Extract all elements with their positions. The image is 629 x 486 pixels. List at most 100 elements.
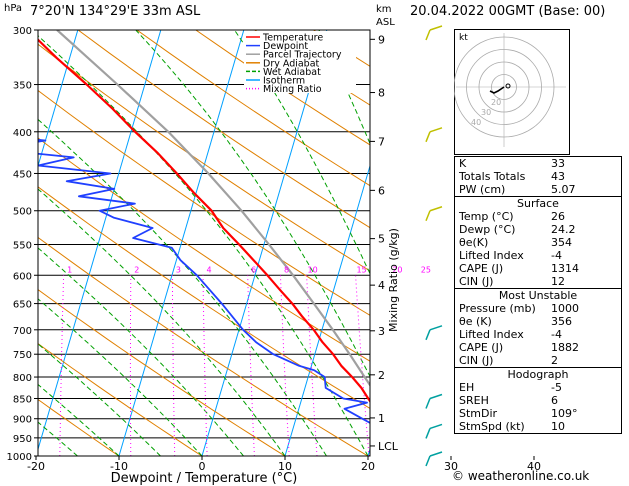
wind-barb: [429, 451, 443, 457]
isotherm-line: [38, 30, 79, 168]
table-row: Totals Totals 43: [455, 170, 621, 183]
mixing-ratio-line: [306, 275, 318, 456]
height-tick-label: LCL: [378, 440, 399, 453]
pressure-tick-label: 400: [13, 128, 32, 139]
wet-adiabat-line: [38, 383, 120, 456]
mixing-ratio-label: 2: [134, 265, 139, 274]
pressure-tick-label: 1000: [7, 452, 32, 463]
dry-adiabat-line: [136, 30, 370, 187]
mixing-ratio-label: 10: [308, 265, 318, 274]
surface-title: Surface: [517, 197, 559, 210]
dry-adiabat-line: [77, 30, 370, 229]
mixing-ratio-label: 20: [392, 265, 402, 274]
temperature-tick-label: 30: [444, 460, 458, 473]
wet-adiabat-line: [38, 118, 327, 456]
height-tick-label: 2: [378, 369, 385, 382]
wind-barb-staff: [425, 455, 431, 467]
row-label: CAPE (J): [459, 262, 504, 275]
table-row: StmDir 109°: [455, 407, 621, 420]
table-row: Temp (°C) 26: [455, 210, 621, 223]
row-label: K: [459, 157, 467, 170]
row-label: Totals Totals: [459, 170, 526, 183]
wind-barb-staff: [425, 428, 431, 439]
x-axis-label: Dewpoint / Temperature (°C): [111, 471, 298, 486]
mixing-ratio-line: [171, 275, 176, 456]
pressure-tick-label: 300: [13, 26, 32, 37]
mixing-ratio-label: 15: [356, 265, 366, 274]
wind-barb-staff: [425, 210, 431, 222]
temperature-tick-label: -20: [27, 460, 45, 473]
row-value: 109°: [551, 407, 578, 420]
row-value: 2: [551, 354, 558, 367]
table-row: PW (cm) 5.07: [455, 183, 621, 196]
row-label: StmDir: [459, 407, 498, 420]
isotherm-line: [118, 30, 245, 456]
row-label: StmSpd (kt): [459, 420, 525, 433]
wet-adiabat-line: [38, 247, 244, 456]
mixing-ratio-label: 1: [67, 265, 72, 274]
table-row: SREH 6: [455, 394, 621, 407]
height-tick-label: 6: [378, 184, 385, 197]
wind-barb: [429, 206, 443, 212]
hodograph-title: Hodograph: [507, 368, 569, 381]
height-tick-label: 5: [378, 233, 385, 246]
row-value: 43: [551, 170, 565, 183]
pressure-tick-label: 500: [13, 207, 32, 218]
pressure-tick-label: 900: [13, 415, 32, 426]
height-tick-label: 7: [378, 135, 385, 148]
wind-barb: [429, 325, 443, 331]
temperature-tick-label: 20: [361, 460, 375, 473]
wet-adiabat-line: [38, 298, 203, 456]
temperature-tick-label: 10: [278, 460, 292, 473]
wet-adiabat-line: [38, 421, 78, 456]
row-value: 6: [551, 394, 558, 407]
dewpoint-line: [38, 138, 370, 424]
row-value: -4: [551, 249, 562, 262]
pressure-tick-label: 700: [13, 326, 32, 337]
isotherm-line: [284, 164, 370, 456]
table-row: θe (K) 356: [455, 315, 621, 328]
legend-entry: Dewpoint: [263, 41, 308, 52]
row-value: 1882: [551, 341, 579, 354]
pressure-tick-label: 350: [13, 81, 32, 92]
legend-entry: Mixing Ratio: [263, 84, 322, 95]
height-unit-asl: ASL: [376, 17, 395, 28]
row-label: EH: [459, 381, 475, 394]
mixing-ratio-label: 25: [421, 265, 431, 274]
table-row: CIN (J) 2: [455, 354, 621, 367]
temperature-tick-label: 40: [527, 460, 541, 473]
storm-motion-marker: [505, 83, 511, 89]
row-value: 10: [551, 420, 565, 433]
pressure-unit-label: hPa: [4, 3, 23, 14]
wet-adiabat-line: [135, 30, 370, 378]
parcel-trajectory-line: [56, 30, 370, 388]
hodograph-ring-label: 20: [491, 98, 501, 107]
isotherm-line: [201, 30, 328, 456]
wind-barb-staff: [425, 398, 431, 409]
row-label: Lifted Index: [459, 249, 524, 262]
table-row: Dewp (°C) 24.2: [455, 223, 621, 236]
row-label: Lifted Index: [459, 328, 524, 341]
mixing-ratio-line: [420, 275, 438, 456]
table-row: CAPE (J) 1882: [455, 341, 621, 354]
height-unit-label: km ASL: [376, 3, 395, 29]
pressure-tick-label: 550: [13, 240, 32, 251]
wind-barb: [429, 25, 443, 31]
temperature-line: [38, 38, 370, 404]
pressure-tick-label: 750: [13, 350, 32, 361]
row-value: 33: [551, 157, 565, 170]
dry-adiabat-line: [38, 186, 370, 410]
table-row: Lifted Index -4: [455, 249, 621, 262]
table-row: CIN (J) 12: [455, 275, 621, 288]
row-label: CIN (J): [459, 275, 494, 288]
copyright-label: © weatheronline.co.uk: [452, 469, 590, 483]
datetime-title: 20.04.2022 00GMT (Base: 00): [410, 4, 606, 19]
legend-entry: Wet Adiabat: [263, 67, 321, 78]
pressure-tick-label: 600: [13, 271, 32, 282]
height-unit-km: km: [376, 4, 392, 15]
table-row: CAPE (J) 1314: [455, 262, 621, 275]
hodograph-trace: [489, 86, 505, 94]
indices-panel: K 33 Totals Totals 43 PW (cm) 5.07 Surface Te…: [454, 156, 622, 434]
